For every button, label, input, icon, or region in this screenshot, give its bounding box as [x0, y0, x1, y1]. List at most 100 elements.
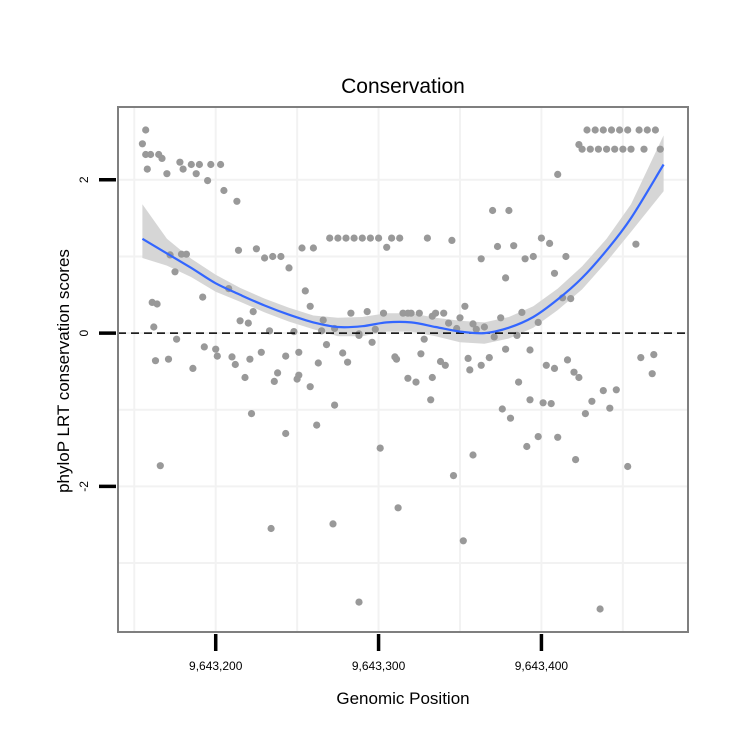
data-point	[329, 520, 337, 528]
data-point	[138, 140, 146, 148]
data-point	[163, 170, 171, 178]
data-point	[599, 387, 607, 395]
data-point	[173, 335, 181, 343]
data-point	[627, 145, 635, 153]
data-point	[415, 309, 423, 317]
data-point	[606, 404, 614, 412]
data-point	[295, 371, 303, 379]
data-point	[189, 364, 197, 372]
data-point	[213, 352, 221, 360]
data-point	[388, 234, 396, 242]
data-point	[179, 165, 187, 173]
data-point	[212, 345, 220, 353]
data-point	[233, 197, 241, 205]
data-point	[591, 126, 599, 134]
data-point	[567, 295, 575, 303]
data-point	[575, 373, 583, 382]
data-point	[611, 145, 619, 153]
data-point	[461, 302, 469, 310]
data-point	[648, 370, 656, 378]
data-point	[441, 361, 449, 369]
data-point	[383, 243, 391, 251]
data-point	[596, 605, 604, 613]
data-point	[485, 354, 493, 362]
data-point	[490, 333, 498, 341]
data-point	[204, 177, 212, 185]
data-point	[554, 433, 562, 441]
data-point	[355, 330, 363, 338]
data-point	[404, 374, 412, 382]
data-point	[502, 274, 510, 282]
data-point	[396, 234, 404, 242]
data-point	[546, 239, 554, 247]
data-point	[350, 234, 358, 242]
y-axis: -2 0 2	[77, 176, 116, 492]
data-point	[331, 401, 339, 409]
data-point	[358, 234, 366, 242]
data-point	[624, 126, 632, 134]
data-point	[469, 451, 477, 459]
data-point	[295, 348, 303, 356]
data-point	[282, 352, 290, 360]
data-point	[456, 314, 464, 322]
data-point	[274, 369, 282, 377]
data-point	[498, 405, 506, 413]
data-point	[502, 345, 510, 353]
data-point	[599, 126, 607, 134]
data-point	[581, 410, 590, 418]
data-point	[526, 346, 534, 354]
data-point	[313, 421, 321, 429]
data-point	[228, 353, 236, 361]
data-point	[427, 396, 435, 404]
data-point	[298, 244, 306, 252]
grid-lines	[118, 107, 688, 632]
data-point	[607, 126, 616, 134]
data-point	[236, 317, 244, 325]
data-point	[363, 308, 371, 316]
data-point	[570, 368, 578, 376]
data-point	[518, 308, 526, 316]
data-point	[529, 252, 537, 261]
data-point	[583, 126, 591, 134]
data-point	[252, 245, 260, 253]
data-point	[469, 320, 477, 328]
data-point	[572, 456, 580, 464]
data-point	[309, 244, 317, 252]
data-point	[171, 268, 179, 276]
smooth-trend-line	[141, 163, 665, 335]
data-point	[563, 356, 572, 364]
data-point	[407, 309, 415, 317]
data-point	[594, 145, 603, 153]
data-point	[523, 442, 531, 451]
data-point	[436, 357, 445, 366]
data-point	[493, 242, 502, 251]
data-point	[534, 318, 542, 326]
data-point	[195, 160, 203, 169]
data-point	[217, 160, 225, 169]
data-point	[366, 234, 374, 242]
data-point	[207, 160, 215, 169]
data-point	[466, 366, 474, 374]
data-point	[151, 357, 160, 365]
data-point	[432, 309, 440, 317]
data-point	[143, 165, 151, 173]
x-axis: 9,643,200 9,643,300 9,643,400	[189, 634, 568, 673]
x-tick-label: 9,643,200	[189, 659, 243, 673]
data-point	[619, 145, 627, 153]
data-point	[375, 234, 383, 242]
data-point	[650, 351, 658, 359]
data-point	[477, 255, 485, 263]
data-point	[282, 429, 290, 438]
data-point	[379, 309, 388, 317]
x-tick-label: 9,643,300	[352, 659, 406, 673]
data-point	[267, 524, 275, 533]
data-point	[285, 264, 293, 272]
data-point	[510, 242, 518, 250]
data-point	[306, 302, 314, 310]
data-point	[464, 354, 472, 362]
data-point	[586, 145, 594, 153]
data-point	[521, 255, 529, 263]
data-point	[394, 504, 402, 512]
data-point	[322, 341, 331, 349]
data-point	[269, 252, 277, 261]
